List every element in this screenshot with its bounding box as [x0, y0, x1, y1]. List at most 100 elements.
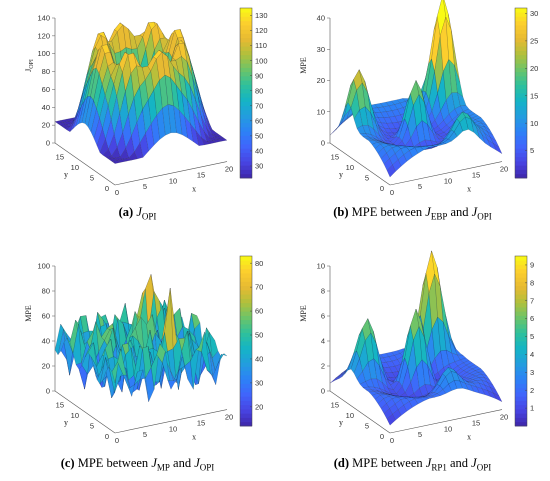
colorbar-segment [515, 332, 527, 338]
colorbar-segment [515, 59, 527, 64]
colorbar-segment [515, 413, 527, 418]
colorbar-segment [515, 131, 527, 136]
colorbar-segment [240, 345, 252, 350]
caption-d-before: MPE between [352, 456, 423, 470]
surface-patch [332, 374, 342, 382]
y-tick-label-a-3: 15 [56, 153, 64, 162]
colorbar-segment [515, 281, 527, 287]
colorbar-segment [240, 294, 252, 299]
colorbar-tick-label-b-1: 10 [530, 119, 538, 128]
colorbar-segment [240, 379, 252, 384]
colorbar-segment [515, 97, 527, 102]
colorbar-segment [240, 409, 252, 414]
caption-d-letter: (d) [333, 456, 350, 470]
caption-c-sym1: J [151, 456, 157, 470]
colorbar-tick-label-a-9: 120 [255, 26, 268, 35]
z-tick-label-c-4: 80 [42, 287, 50, 296]
caption-d-sym1: J [425, 456, 432, 470]
colorbar-segment [240, 264, 252, 270]
x-tick-label-a-1: 5 [143, 182, 147, 191]
surface-patch [218, 137, 228, 142]
colorbar-segment [240, 42, 252, 47]
caption-c-letter: (c) [60, 456, 75, 470]
colorbar-segment [515, 256, 527, 261]
colorbar-segment [515, 80, 527, 85]
x-axis-label-c: x [192, 432, 196, 441]
x-tick-label-a-3: 15 [197, 170, 205, 179]
colorbar-segment [515, 76, 527, 81]
colorbar-segment [515, 324, 527, 329]
caption-b-sym1: J [425, 205, 431, 219]
colorbar-segment [240, 366, 252, 372]
colorbar-segment [240, 25, 252, 30]
y-tick-label-a-2: 10 [71, 163, 79, 172]
colorbar-tick-label-c-0: 20 [255, 402, 263, 411]
colorbar-segment [515, 161, 527, 166]
y-axis-label-a: y [64, 170, 68, 179]
colorbar-tick-label-d-0: 1 [530, 404, 534, 413]
colorbar-segment [240, 165, 252, 170]
colorbar-frame-a [239, 7, 253, 179]
colorbar-segment [240, 110, 252, 115]
colorbar-segment [515, 315, 527, 321]
colorbar-tick-label-a-2: 50 [255, 131, 263, 140]
chart-panel-d: 0 2 4 6 8 10 0 5 10 15 20 0 5 10 15 x y MPE 1 2 3 4 5 6 7 8 9 [275, 248, 550, 448]
y-axis-line-b [329, 142, 391, 186]
colorbar-tick-label-a-8: 110 [255, 41, 267, 50]
x-axis-line-a [114, 161, 228, 186]
colorbar-segment [515, 156, 527, 162]
caption-c-before: MPE between [77, 456, 149, 470]
colorbar-segment [240, 328, 252, 333]
z-tick-label-c-2: 40 [42, 337, 50, 346]
colorbar-segment [240, 50, 252, 56]
surface-c [54, 273, 228, 403]
colorbar-segment [240, 256, 252, 261]
y-axis-label-b: y [339, 170, 343, 179]
colorbar-segment [240, 387, 252, 393]
colorbar-tick-label-c-5: 70 [255, 283, 263, 292]
colorbar-segment [515, 46, 527, 51]
colorbar-segment [515, 63, 527, 68]
colorbar-segment [515, 358, 527, 363]
z-axis-label-c: MPE [24, 305, 33, 322]
x-tick-label-d-4: 20 [500, 413, 508, 422]
colorbar-segment [240, 349, 252, 355]
colorbar-segment [515, 8, 527, 13]
y-tick-label-d-1: 5 [365, 422, 369, 431]
y-tick-label-d-3: 15 [331, 401, 339, 410]
colorbar-segment [515, 328, 527, 333]
colorbar-c: 20 30 40 50 60 70 80 [239, 255, 263, 427]
colorbar-segment [515, 37, 527, 43]
colorbar-tick-label-c-1: 30 [255, 379, 263, 388]
colorbar-segment [515, 16, 527, 22]
colorbar-segment [240, 353, 252, 359]
caption-c-sub2: OPI [199, 462, 215, 473]
colorbar-tick-label-a-1: 40 [255, 147, 263, 156]
z-axis-label-a: JOPI [24, 59, 35, 72]
colorbar-tick-label-a-7: 100 [255, 56, 268, 65]
caption-a: (a) JOPI [0, 205, 275, 222]
y-tick-label-a-0: 0 [105, 184, 109, 193]
colorbar-segment [515, 268, 527, 274]
surface-patch [218, 353, 228, 363]
colorbar-segment [515, 114, 527, 119]
colorbar-tick-label-a-4: 70 [255, 101, 263, 110]
colorbar-segment [515, 50, 527, 56]
colorbar-segment [515, 273, 527, 278]
colorbar-segment [240, 319, 252, 325]
colorbar-segment [515, 400, 527, 406]
caption-c-sym2: J [194, 456, 200, 470]
colorbar-segment [515, 165, 527, 170]
colorbar-tick-label-d-8: 9 [530, 261, 534, 270]
colorbar-segment [240, 114, 252, 119]
colorbar-segment [515, 353, 527, 359]
colorbar-segment [515, 127, 527, 132]
x-tick-label-c-2: 10 [169, 424, 177, 433]
caption-a-sym1: J [136, 205, 142, 219]
colorbar-segment [515, 341, 527, 346]
colorbar-segment [515, 362, 527, 367]
z-tick-label-c-5: 100 [37, 262, 50, 271]
colorbar-segment [240, 336, 252, 342]
y-tick-label-d-0: 0 [380, 432, 384, 441]
